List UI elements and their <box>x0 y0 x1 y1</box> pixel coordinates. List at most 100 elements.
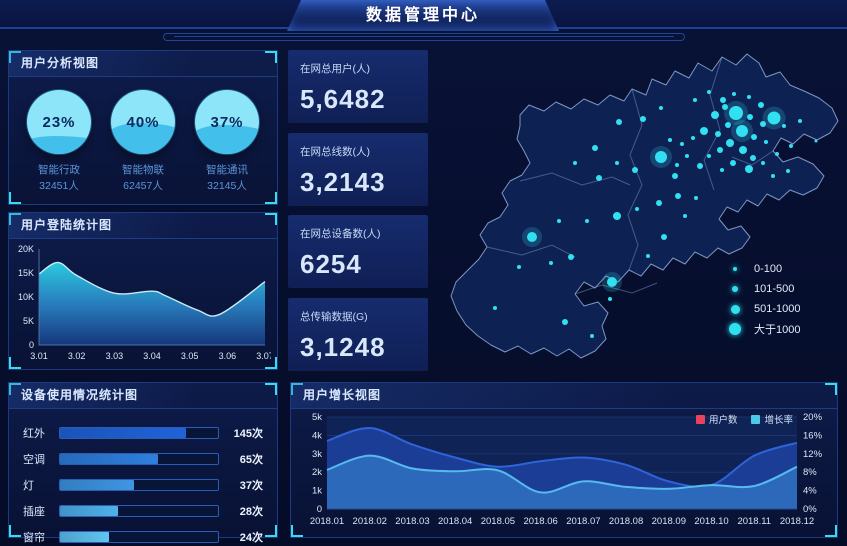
map-data-dot <box>691 136 695 140</box>
growth-chart-legend: 用户数 增长率 <box>695 412 793 426</box>
map-data-dot <box>736 125 748 137</box>
map-data-dot <box>592 145 598 151</box>
map-data-dot <box>767 111 781 125</box>
map-data-dot <box>568 254 574 260</box>
map-data-dot <box>557 219 561 223</box>
bar-track <box>59 479 219 491</box>
bar-track <box>59 427 219 439</box>
map-legend-dot <box>730 304 740 314</box>
map-data-dot <box>640 116 646 122</box>
device-usage-row: 窗帘 24次 <box>23 528 263 546</box>
stat-card: 在网总用户(人) 5,6482 <box>288 50 428 123</box>
map-data-dot <box>675 163 679 167</box>
gauge-percent-value: 37% <box>210 113 244 131</box>
gauge-percent-value: 40% <box>126 113 160 131</box>
map-data-dot <box>573 161 577 165</box>
map-data-dot <box>782 124 786 128</box>
map-data-dot <box>725 122 731 128</box>
liquid-gauge: 40% 智能物联 62457人 <box>104 90 182 195</box>
gauge-percent-value: 23% <box>42 113 76 131</box>
device-usage-row: 空调 65次 <box>23 450 263 468</box>
map-data-dot <box>747 95 751 99</box>
map-legend-dot-cell <box>727 267 743 271</box>
bar-value-label: 37次 <box>239 480 263 492</box>
map-legend-row: 501-1000 <box>727 299 801 319</box>
login-x-tick: 3.03 <box>106 351 124 361</box>
map-data-dot <box>729 106 743 120</box>
gauge-liquid-fill <box>195 124 259 154</box>
panel-login-stats: 用户登陆统计图 0 5K 10K 15K 20K 3.01 3.02 3.03 3.04 3.05… <box>8 212 278 370</box>
map-legend: 0-100 101-500 501-1000 大于1000 <box>727 259 801 339</box>
growth-left-tick: 3k <box>312 449 322 460</box>
panel-device-usage: 设备使用情况统计图 红外 145次 空调 65次灯 37次 插座 28次 窗帘 24次 <box>8 382 278 544</box>
map-data-dot <box>694 196 698 200</box>
bar-value-label: 24次 <box>239 532 263 544</box>
map-legend-label: 大于1000 <box>754 324 801 336</box>
growth-x-tick: 2018.02 <box>353 516 387 527</box>
growth-left-tick: 5k <box>312 412 322 423</box>
map-legend-row: 0-100 <box>727 259 801 279</box>
stat-value: 6254 <box>300 249 362 279</box>
gauge-count: 62457人 <box>123 179 163 192</box>
growth-right-tick: 4% <box>803 486 817 497</box>
map-data-dot <box>745 165 753 173</box>
map-data-dot <box>635 207 639 211</box>
gauge-count: 32451人 <box>39 179 79 192</box>
bar-fill <box>60 506 119 516</box>
map-data-dot <box>697 163 703 169</box>
liquid-gauge-group: 23% 智能行政 32451人 40% 智能物联 62457人 37% 智能通讯 32145人 <box>9 77 277 195</box>
panel-title-user-analysis: 用户分析视图 <box>9 51 277 77</box>
login-series-line <box>38 261 266 317</box>
bar-track <box>59 531 219 543</box>
bar-category-label: 窗帘 <box>23 532 45 544</box>
map-data-dot <box>613 212 621 220</box>
device-usage-row: 红外 145次 <box>23 424 263 442</box>
map-inner-borders <box>486 56 774 295</box>
bar-fill <box>60 454 158 464</box>
stat-card-column: 在网总用户(人) 5,6482 在网总线数(人) 3,2143 在网总设备数(人) 625… <box>288 50 428 372</box>
map-data-dot <box>659 106 663 110</box>
map-data-dot <box>760 121 766 127</box>
growth-series-area <box>327 455 797 509</box>
stat-value: 3,1248 <box>300 332 386 362</box>
growth-left-tick: 4k <box>312 430 322 441</box>
login-y-tick: 15K <box>18 268 34 278</box>
gauge-liquid-fill <box>27 135 91 154</box>
bar-category-label: 空调 <box>23 454 45 466</box>
map-data-dot <box>700 127 708 135</box>
map-data-dot <box>683 214 687 218</box>
growth-x-tick: 2018.05 <box>481 516 515 527</box>
map-data-dot <box>707 90 711 94</box>
map-data-dot <box>798 119 802 123</box>
growth-right-tick: 8% <box>803 467 817 478</box>
map-data-dot <box>680 142 684 146</box>
login-x-tick: 3.02 <box>68 351 86 361</box>
legend-item[interactable]: 用户数 <box>695 412 738 426</box>
bar-category-label: 插座 <box>23 506 45 518</box>
map-data-dot <box>596 175 602 181</box>
liquid-gauge: 23% 智能行政 32451人 <box>20 90 98 195</box>
legend-item[interactable]: 增长率 <box>751 412 793 426</box>
gauge-liquid-fill <box>111 122 175 154</box>
legend-swatch <box>751 414 761 424</box>
bar-fill <box>60 480 135 490</box>
legend-label: 用户数 <box>708 415 738 426</box>
stat-label: 在网总设备数(人) <box>300 228 381 240</box>
map-data-dot <box>786 169 790 173</box>
growth-x-tick: 2018.10 <box>694 516 728 527</box>
map-data-dot <box>789 144 793 148</box>
header-decoration <box>163 33 685 41</box>
map-legend-row: 大于1000 <box>727 319 801 339</box>
gauge-label: 智能行政 32451人 <box>20 163 98 195</box>
map-legend-dot <box>732 286 738 292</box>
region-map: 0-100 101-500 501-1000 大于1000 <box>432 45 847 375</box>
map-data-dot <box>675 193 681 199</box>
login-series-area <box>39 262 265 345</box>
gauge-circle: 40% <box>111 90 175 154</box>
bar-fill <box>60 532 109 542</box>
growth-left-tick: 1k <box>312 486 322 497</box>
bar-value-label: 145次 <box>233 428 263 440</box>
map-data-dot <box>549 261 553 265</box>
stat-card: 在网总线数(人) 3,2143 <box>288 133 428 206</box>
stat-label: 总传输数据(G) <box>300 311 368 323</box>
